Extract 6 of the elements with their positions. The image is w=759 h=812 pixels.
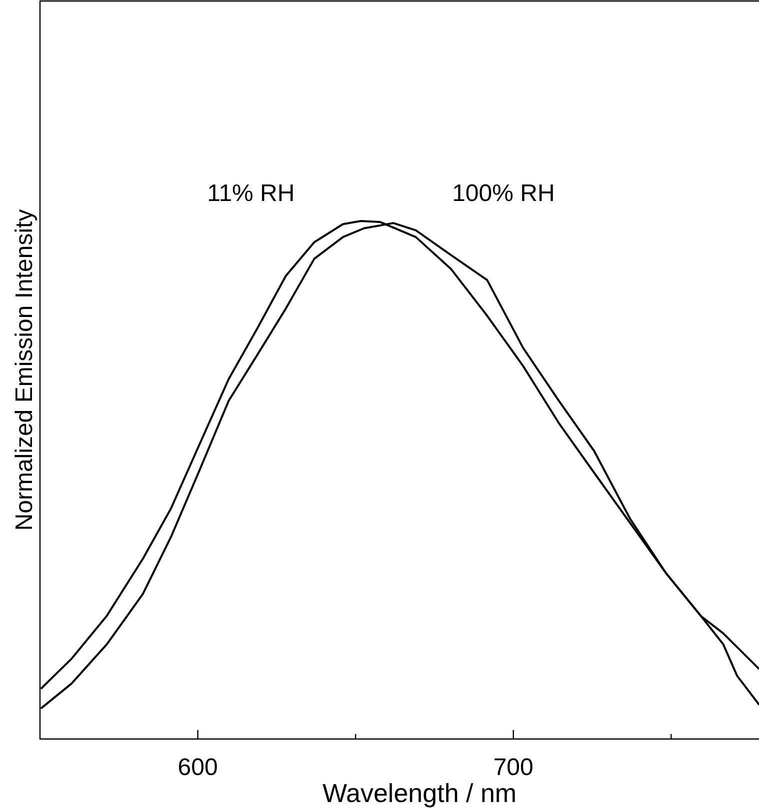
- x-tick-label: 600: [178, 754, 218, 781]
- series-label: 11% RH: [207, 180, 295, 207]
- y-axis-title: Normalized Emission Intensity: [11, 209, 38, 531]
- series-label: 100% RH: [452, 180, 555, 207]
- x-axis-title: Wavelength / nm: [322, 778, 517, 808]
- x-tick-label: 700: [493, 754, 534, 781]
